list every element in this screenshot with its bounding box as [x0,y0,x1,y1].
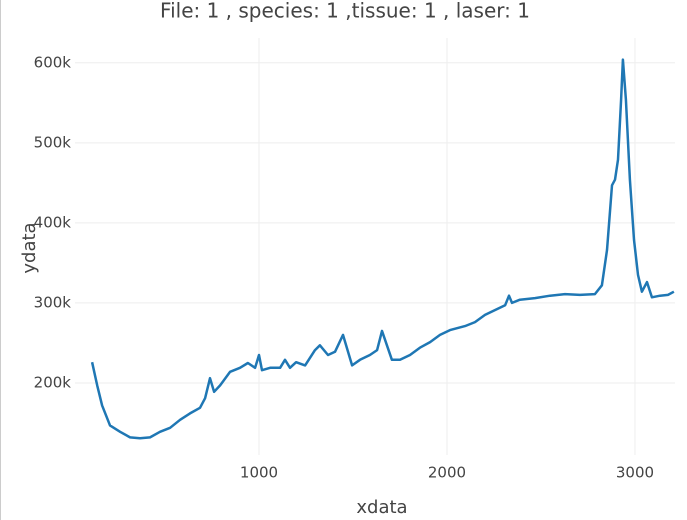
x-tick-label: 1000 [240,464,278,482]
chart-title: File: 1 , species: 1 ,tissue: 1 , laser:… [160,0,530,23]
x-tick-label: 3000 [616,464,654,482]
y-tick-label: 500k [34,133,72,151]
data-line [90,58,675,440]
y-tick-label: 400k [34,213,72,231]
y-tick-label: 300k [34,293,72,311]
y-tick-label: 600k [34,53,72,71]
y-tick-label: 200k [34,373,72,391]
x-axis-label: xdata [356,497,407,518]
x-tick-label: 2000 [428,464,466,482]
y-axis-label: ydata [19,222,40,273]
